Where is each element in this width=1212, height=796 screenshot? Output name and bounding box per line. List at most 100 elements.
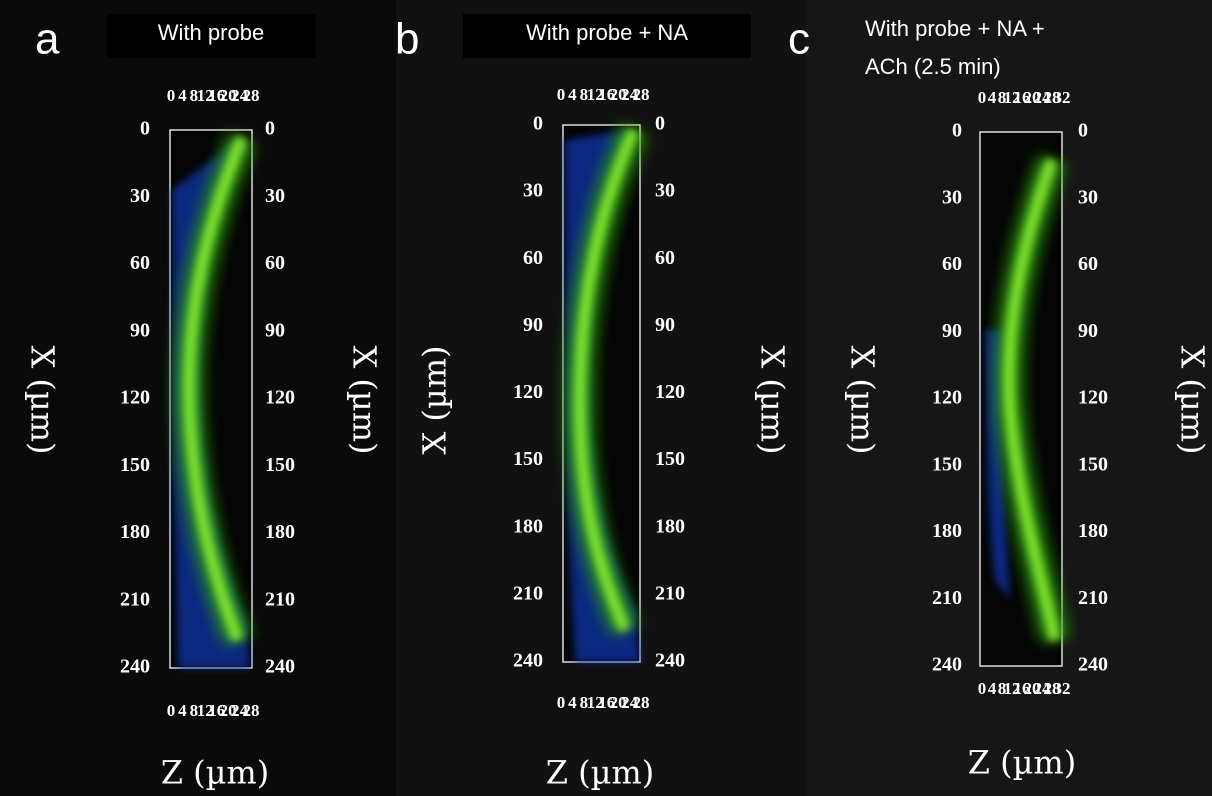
z-tick-label: 0 <box>167 86 176 105</box>
y-tick-label: 0 <box>1078 120 1088 142</box>
z-tick-label: 24 <box>621 85 639 104</box>
y-tick-label: 210 <box>265 588 295 610</box>
z-tick-label: 24 <box>1034 679 1052 698</box>
z-tick-label: 16 <box>1014 88 1031 107</box>
y-axis-label: X (µm) <box>346 345 384 454</box>
y-tick-label: 180 <box>513 515 543 537</box>
z-tick-label: 12 <box>587 85 604 104</box>
z-tick-label: 16 <box>208 701 225 720</box>
y-axis-label: X (µm) <box>24 345 62 454</box>
z-tick-label: 20 <box>1024 679 1041 698</box>
z-tick-label: 32 <box>1054 679 1071 698</box>
y-tick-label: 240 <box>513 650 543 672</box>
z-tick-label: 12 <box>587 693 604 712</box>
y-tick-label: 30 <box>523 180 543 202</box>
title-box <box>107 14 315 58</box>
y-tick-label: 0 <box>952 120 962 142</box>
z-tick-label: 24 <box>231 701 249 720</box>
y-tick-label: 240 <box>932 654 962 676</box>
y-tick-label: 150 <box>513 448 543 470</box>
z-tick-label: 20 <box>220 701 237 720</box>
z-tick-label: 0 <box>557 693 566 712</box>
y-tick-label: 0 <box>140 118 150 140</box>
y-tick-label: 120 <box>513 381 543 403</box>
z-tick-label: 8 <box>580 85 589 104</box>
y-tick-label: 240 <box>265 656 295 678</box>
y-tick-label: 90 <box>655 314 675 336</box>
y-tick-label: 90 <box>1078 320 1098 342</box>
y-tick-label: 210 <box>513 582 543 604</box>
z-tick-label: 28 <box>1044 679 1061 698</box>
y-tick-label: 150 <box>120 454 150 476</box>
y-tick-label: 210 <box>120 588 150 610</box>
y-tick-label: 30 <box>942 186 962 208</box>
z-tick-label: 4 <box>568 693 577 712</box>
z-tick-label: 16 <box>1014 679 1031 698</box>
z-tick-label: 24 <box>1034 88 1052 107</box>
z-tick-label: 0 <box>978 679 987 698</box>
y-tick-label: 180 <box>932 520 962 542</box>
z-tick-label: 8 <box>998 88 1007 107</box>
y-axis-label: X (µm) <box>754 345 792 454</box>
y-tick-label: 0 <box>265 118 275 140</box>
y-tick-label: 30 <box>655 180 675 202</box>
y-tick-label: 60 <box>655 247 675 269</box>
panel-title: With probe + NA + <box>865 16 1045 41</box>
z-tick-label: 28 <box>633 85 650 104</box>
z-tick-label: 0 <box>978 88 987 107</box>
green-signal <box>573 127 640 633</box>
y-tick-label: 150 <box>655 448 685 470</box>
y-tick-label: 120 <box>655 381 685 403</box>
y-tick-label: 150 <box>932 453 962 475</box>
y-tick-label: 150 <box>1078 453 1108 475</box>
z-tick-label: 16 <box>598 85 615 104</box>
blue-signal <box>985 330 1010 600</box>
z-tick-label: 12 <box>1004 679 1021 698</box>
x-axis-label: Z (µm) <box>546 754 655 792</box>
z-tick-label: 8 <box>998 679 1007 698</box>
y-tick-label: 210 <box>655 582 685 604</box>
y-tick-label: 30 <box>1078 186 1098 208</box>
y-tick-label: 90 <box>265 319 285 341</box>
x-axis-label: Z (µm) <box>161 754 270 792</box>
y-tick-label: 240 <box>120 656 150 678</box>
y-tick-label: 0 <box>655 113 665 135</box>
panel-letter: b <box>395 15 419 64</box>
panel-title: With probe + NA <box>526 20 688 45</box>
z-tick-label: 12 <box>197 86 214 105</box>
z-tick-label: 8 <box>190 701 199 720</box>
z-tick-label: 20 <box>220 86 237 105</box>
y-tick-label: 60 <box>942 253 962 275</box>
y-tick-label: 0 <box>533 113 543 135</box>
z-tick-label: 32 <box>1054 88 1071 107</box>
y-tick-label: 120 <box>120 387 150 409</box>
x-axis-label: Z (µm) <box>968 744 1077 782</box>
y-tick-label: 90 <box>130 319 150 341</box>
y-tick-label: 180 <box>120 521 150 543</box>
y-tick-label: 90 <box>523 314 543 336</box>
y-axis-label: X (µm) <box>1174 345 1212 454</box>
z-tick-label: 0 <box>557 85 566 104</box>
y-tick-label: 180 <box>265 521 295 543</box>
y-tick-label: 120 <box>1078 387 1108 409</box>
y-tick-label: 210 <box>1078 587 1108 609</box>
z-tick-label: 8 <box>190 86 199 105</box>
title-box <box>463 14 751 58</box>
z-tick-label: 4 <box>178 701 187 720</box>
green-signal <box>1003 157 1061 642</box>
z-tick-label: 28 <box>243 86 260 105</box>
y-tick-label: 240 <box>1078 654 1108 676</box>
panel-letter: a <box>35 15 60 64</box>
y-tick-label: 180 <box>655 515 685 537</box>
y-tick-label: 180 <box>1078 520 1108 542</box>
y-tick-label: 120 <box>265 387 295 409</box>
y-tick-label: 60 <box>1078 253 1098 275</box>
z-tick-label: 20 <box>610 85 627 104</box>
panel-title: ACh (2.5 min) <box>865 54 1001 79</box>
y-tick-label: 150 <box>265 454 295 476</box>
z-tick-label: 16 <box>208 86 225 105</box>
y-axis-label: X (µm) <box>844 345 882 454</box>
z-tick-label: 24 <box>231 86 249 105</box>
z-tick-label: 28 <box>243 701 260 720</box>
